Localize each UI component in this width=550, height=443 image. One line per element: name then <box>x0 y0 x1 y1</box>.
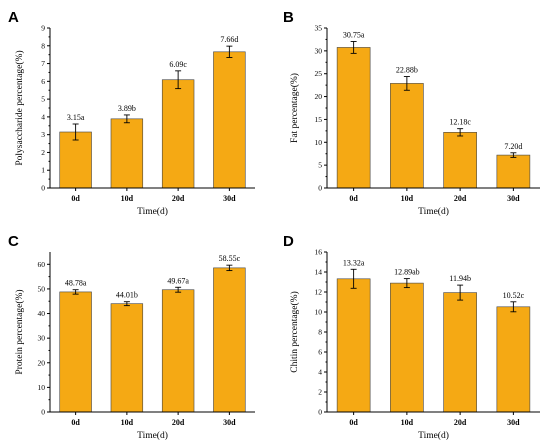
y-tick-label: 4 <box>318 368 322 377</box>
y-tick-label: 30 <box>38 334 46 343</box>
bar <box>496 154 531 189</box>
x-tick-label: 10d <box>401 194 414 203</box>
bar <box>59 291 92 413</box>
bar <box>161 289 195 413</box>
x-tick-label: 20d <box>172 194 185 203</box>
y-tick-label: 8 <box>41 41 45 50</box>
bar <box>390 282 424 413</box>
y-tick-label: 3 <box>41 130 45 139</box>
bar <box>161 79 195 189</box>
y-tick-label: 5 <box>318 161 322 170</box>
data-label: 30.75a <box>343 30 365 39</box>
y-tick-label: 7 <box>41 59 45 68</box>
panel-letter: D <box>283 233 294 250</box>
x-tick-label: 0d <box>71 418 80 427</box>
bar <box>336 47 371 189</box>
data-label: 3.15a <box>67 113 85 122</box>
data-label: 49.67a <box>167 276 189 285</box>
y-tick-label: 40 <box>38 309 46 318</box>
y-tick-label: 0 <box>41 408 45 417</box>
data-label: 44.01b <box>116 291 138 300</box>
y-axis-title: Fat percentage(%) <box>289 73 300 143</box>
bar <box>110 303 144 413</box>
y-tick-label: 25 <box>315 69 323 78</box>
y-tick-label: 14 <box>315 268 323 277</box>
y-tick-label: 30 <box>315 46 323 55</box>
data-label: 3.89b <box>118 104 136 113</box>
y-tick-label: 4 <box>41 112 45 121</box>
x-tick-label: 10d <box>121 418 134 427</box>
y-tick-label: 9 <box>41 24 45 33</box>
x-axis-title: Time(d) <box>137 430 168 441</box>
y-tick-label: 15 <box>315 115 323 124</box>
x-axis-title: Time(d) <box>137 206 168 217</box>
y-tick-label: 12 <box>315 288 323 297</box>
x-tick-label: 0d <box>349 194 358 203</box>
y-axis-title: Chitin percentage(%) <box>289 291 300 373</box>
data-label: 10.52c <box>503 291 525 300</box>
y-tick-label: 10 <box>315 308 323 317</box>
y-tick-label: 2 <box>41 148 45 157</box>
y-tick-label: 16 <box>315 248 323 257</box>
bar <box>213 51 246 189</box>
x-axis-title: Time(d) <box>418 430 449 441</box>
panel-letter: C <box>8 233 19 250</box>
x-tick-label: 20d <box>172 418 185 427</box>
y-tick-label: 20 <box>315 92 323 101</box>
y-tick-label: 10 <box>38 383 46 392</box>
data-label: 12.18c <box>449 118 471 127</box>
x-tick-label: 20d <box>454 194 467 203</box>
data-label: 22.88b <box>396 66 418 75</box>
bar <box>59 131 92 189</box>
y-tick-label: 1 <box>41 166 45 175</box>
y-tick-label: 0 <box>318 184 322 193</box>
bar <box>443 132 477 189</box>
x-tick-label: 30d <box>507 418 520 427</box>
bar <box>213 267 246 413</box>
data-label: 6.09c <box>169 60 187 69</box>
data-label: 7.20d <box>504 142 522 151</box>
panel-letter: A <box>8 9 19 26</box>
x-tick-label: 0d <box>349 418 358 427</box>
data-label: 58.55c <box>219 254 241 263</box>
y-tick-label: 20 <box>38 358 46 367</box>
x-tick-label: 10d <box>121 194 134 203</box>
data-label: 12.89ab <box>394 268 420 277</box>
panel-letter: B <box>283 9 294 26</box>
x-tick-label: 30d <box>223 418 236 427</box>
bar <box>336 278 371 413</box>
chart-panel-d: D 13.32a 0d 12.89ab 10d 11.94b 20d 10.52c 30d 0 2 4… <box>283 233 540 441</box>
y-tick-label: 50 <box>38 284 46 293</box>
chart-panel-c: C 48.78a 0d 44.01b 10d 49.67a 20d 58.55c 30d 0 10 2… <box>8 233 255 441</box>
y-tick-label: 2 <box>318 388 322 397</box>
y-tick-label: 35 <box>315 24 323 33</box>
bar <box>390 83 424 189</box>
chart-panel-a: A 3.15a 0d 3.89b 10d 6.09c 20d 7.66d 30d 0 1 2 3 4 5 6 7… <box>8 9 255 217</box>
y-tick-label: 10 <box>315 138 323 147</box>
data-label: 48.78a <box>65 279 87 288</box>
y-tick-label: 5 <box>41 95 45 104</box>
y-axis-title: Polysaccharide percentage(%) <box>14 50 25 165</box>
data-label: 7.66d <box>220 35 238 44</box>
x-axis-title: Time(d) <box>418 206 449 217</box>
y-tick-label: 8 <box>318 328 322 337</box>
y-tick-label: 0 <box>41 184 45 193</box>
y-tick-label: 6 <box>318 348 322 357</box>
bar <box>443 292 477 413</box>
x-tick-label: 30d <box>223 194 236 203</box>
y-tick-label: 0 <box>318 408 322 417</box>
chart-panel-b: B 30.75a 0d 22.88b 10d 12.18c 20d 7.20d 30d 0 5 10 1… <box>283 9 540 217</box>
x-tick-label: 30d <box>507 194 520 203</box>
y-tick-label: 6 <box>41 77 45 86</box>
x-tick-label: 20d <box>454 418 467 427</box>
data-label: 13.32a <box>343 258 365 267</box>
data-label: 11.94b <box>449 274 471 283</box>
x-tick-label: 0d <box>71 194 80 203</box>
bar <box>496 306 531 413</box>
x-tick-label: 10d <box>401 418 414 427</box>
y-tick-label: 60 <box>38 260 46 269</box>
y-axis-title: Protein percentage(%) <box>14 289 25 374</box>
bar <box>110 118 144 189</box>
